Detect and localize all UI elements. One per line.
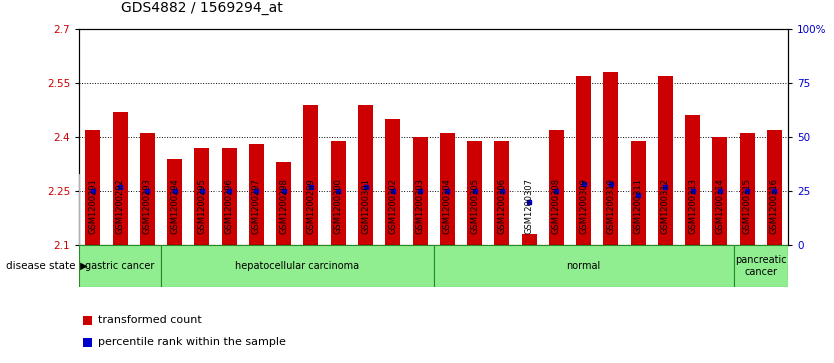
Text: GSM1200311: GSM1200311: [634, 178, 643, 234]
Text: GSM1200310: GSM1200310: [606, 178, 615, 234]
Text: GSM1200309: GSM1200309: [579, 178, 588, 234]
Bar: [440, 134, 455, 245]
Bar: [161, 245, 434, 287]
Bar: [276, 162, 291, 245]
Text: GSM1200293: GSM1200293: [143, 178, 152, 234]
Text: GSM1200294: GSM1200294: [170, 178, 179, 233]
Text: GSM1200297: GSM1200297: [252, 178, 261, 234]
Bar: [686, 115, 701, 245]
Text: GSM1200306: GSM1200306: [497, 178, 506, 234]
Text: GSM1200308: GSM1200308: [552, 178, 561, 234]
Text: pancreatic
cancer: pancreatic cancer: [735, 255, 786, 277]
Text: GSM1200314: GSM1200314: [716, 178, 725, 234]
Text: GSM1200292: GSM1200292: [116, 178, 124, 233]
Text: GSM1200316: GSM1200316: [770, 178, 779, 234]
Text: GSM1200300: GSM1200300: [334, 178, 343, 234]
Text: GSM1200291: GSM1200291: [88, 178, 98, 233]
Text: GSM1200303: GSM1200303: [415, 178, 425, 234]
Text: GSM1200312: GSM1200312: [661, 178, 670, 234]
Text: normal: normal: [566, 261, 600, 271]
Text: GSM1200315: GSM1200315: [743, 178, 751, 234]
Bar: [304, 105, 319, 245]
Bar: [467, 140, 482, 245]
Bar: [734, 245, 788, 287]
Text: GDS4882 / 1569294_at: GDS4882 / 1569294_at: [121, 0, 283, 15]
Bar: [434, 245, 734, 287]
Bar: [549, 130, 564, 245]
Text: GSM1200307: GSM1200307: [525, 178, 534, 234]
Bar: [495, 140, 510, 245]
Bar: [604, 72, 618, 245]
Bar: [222, 148, 237, 245]
Text: GSM1200313: GSM1200313: [688, 178, 697, 234]
Text: percentile rank within the sample: percentile rank within the sample: [98, 337, 286, 347]
Text: hepatocellular carcinoma: hepatocellular carcinoma: [235, 261, 359, 271]
Bar: [167, 159, 182, 245]
Text: GSM1200295: GSM1200295: [198, 178, 207, 233]
Text: GSM1200296: GSM1200296: [224, 178, 234, 234]
Bar: [249, 144, 264, 245]
Bar: [521, 234, 536, 245]
Text: GSM1200298: GSM1200298: [279, 178, 289, 234]
Bar: [85, 130, 100, 245]
Text: GSM1200304: GSM1200304: [443, 178, 452, 234]
Bar: [658, 76, 673, 245]
Text: transformed count: transformed count: [98, 315, 202, 325]
Bar: [331, 140, 346, 245]
Bar: [740, 134, 755, 245]
Text: gastric cancer: gastric cancer: [85, 261, 155, 271]
Text: ▶: ▶: [77, 261, 88, 271]
Bar: [413, 137, 428, 245]
Text: GSM1200299: GSM1200299: [306, 178, 315, 233]
Text: GSM1200302: GSM1200302: [389, 178, 397, 234]
Text: disease state: disease state: [6, 261, 75, 271]
Text: GSM1200301: GSM1200301: [361, 178, 370, 234]
Bar: [358, 105, 373, 245]
Text: GSM1200305: GSM1200305: [470, 178, 479, 234]
Bar: [113, 112, 128, 245]
Bar: [385, 119, 400, 245]
Bar: [712, 137, 727, 245]
Bar: [767, 130, 782, 245]
Bar: [631, 140, 646, 245]
Bar: [79, 245, 161, 287]
Bar: [140, 134, 155, 245]
Bar: [576, 76, 591, 245]
Bar: [194, 148, 209, 245]
